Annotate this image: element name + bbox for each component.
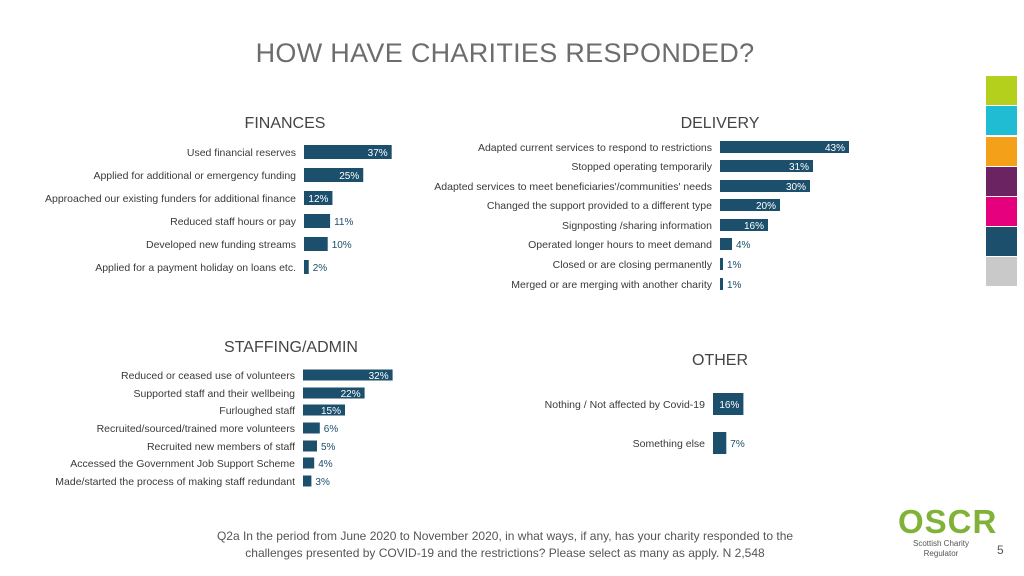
delivery-bar xyxy=(720,278,723,290)
delivery-category-label: Closed or are closing permanently xyxy=(553,259,713,271)
delivery-bar xyxy=(720,219,768,231)
staffing-value-label: 15% xyxy=(321,406,341,417)
other-value-label: 16% xyxy=(719,400,739,411)
finances-category-label: Reduced staff hours or pay xyxy=(170,216,297,228)
staffing-value-label: 4% xyxy=(318,459,333,470)
color-stripe xyxy=(986,197,1017,226)
delivery-value-label: 30% xyxy=(786,182,806,193)
delivery-category-label: Changed the support provided to a differ… xyxy=(487,200,712,212)
finances-category-label: Applied for a payment holiday on loans e… xyxy=(95,262,296,274)
staffing-value-label: 32% xyxy=(369,371,389,382)
finances-value-label: 2% xyxy=(313,263,328,274)
footnote-line-1: Q2a In the period from June 2020 to Nove… xyxy=(216,529,794,543)
logo-subtitle: Scottish Charity Regulator xyxy=(912,539,970,558)
color-stripe xyxy=(986,137,1017,166)
staffing-bar xyxy=(303,440,317,452)
finances-category-label: Approached our existing funders for addi… xyxy=(45,193,296,205)
finances-chart: Used financial reserves 37% Applied for ad… xyxy=(45,145,392,274)
finances-bar xyxy=(304,168,364,182)
other-category-label: Nothing / Not affected by Covid-19 xyxy=(545,399,705,411)
delivery-bar xyxy=(720,180,810,192)
delivery-value-label: 4% xyxy=(736,240,751,251)
footnote-line-2: challenges presented by COVID-19 and the… xyxy=(245,546,765,560)
delivery-bar xyxy=(720,258,723,270)
staffing-category-label: Reduced or ceased use of volunteers xyxy=(121,370,295,382)
delivery-chart: Adapted current services to respond to r… xyxy=(434,141,849,291)
delivery-bar xyxy=(720,199,780,211)
finances-category-label: Used financial reserves xyxy=(187,147,296,159)
staffing-category-label: Recruited/sourced/trained more volunteer… xyxy=(97,423,295,435)
staffing-value-label: 22% xyxy=(341,389,361,400)
delivery-category-label: Merged or are merging with another chari… xyxy=(511,279,713,291)
page-title: HOW HAVE CHARITIES RESPONDED? xyxy=(255,38,755,68)
staffing-bar xyxy=(303,404,345,416)
other-value-label: 7% xyxy=(730,439,745,450)
finances-panel-title: FINANCES xyxy=(244,115,326,132)
delivery-panel-title: DELIVERY xyxy=(680,115,760,132)
staffing-bar xyxy=(303,369,393,381)
staffing-value-label: 6% xyxy=(324,424,339,435)
delivery-bar xyxy=(720,238,732,250)
delivery-category-label: Stopped operating temporarily xyxy=(571,161,712,173)
other-category-label: Something else xyxy=(633,438,706,450)
delivery-value-label: 1% xyxy=(727,280,742,291)
staffing-category-label: Accessed the Government Job Support Sche… xyxy=(70,458,295,470)
finances-bar xyxy=(304,191,333,205)
color-stripe xyxy=(986,167,1017,196)
staffing-bar xyxy=(303,422,320,434)
staffing-panel-title: STAFFING/ADMIN xyxy=(224,339,358,356)
finances-value-label: 25% xyxy=(339,171,359,182)
footnote: Q2a In the period from June 2020 to Nove… xyxy=(150,528,860,562)
page-number: 5 xyxy=(997,543,1004,557)
finances-category-label: Applied for additional or emergency fund… xyxy=(93,170,296,182)
color-stripe xyxy=(986,227,1017,256)
staffing-value-label: 5% xyxy=(321,442,336,453)
delivery-value-label: 1% xyxy=(727,260,742,271)
finances-value-label: 11% xyxy=(334,217,353,228)
finances-category-label: Developed new funding streams xyxy=(146,239,296,251)
color-stripe xyxy=(986,106,1017,135)
finances-value-label: 10% xyxy=(332,240,352,251)
delivery-value-label: 16% xyxy=(744,221,764,232)
delivery-value-label: 31% xyxy=(789,162,809,173)
delivery-value-label: 43% xyxy=(825,143,845,154)
delivery-category-label: Operated longer hours to meet demand xyxy=(528,239,712,251)
staffing-category-label: Furloughed staff xyxy=(219,405,295,417)
color-stripe xyxy=(986,76,1017,105)
delivery-category-label: Adapted current services to respond to r… xyxy=(478,142,712,154)
delivery-bar xyxy=(720,141,849,153)
finances-bar xyxy=(304,145,392,159)
finances-value-label: 12% xyxy=(308,194,328,205)
delivery-category-label: Adapted services to meet beneficiaries'/… xyxy=(434,181,712,193)
staffing-chart: Reduced or ceased use of volunteers 32% Su… xyxy=(55,369,393,488)
finances-value-label: 37% xyxy=(368,148,388,159)
oscr-logo: OSCR Scottish Charity Regulator xyxy=(898,503,998,559)
other-bar xyxy=(713,432,727,454)
delivery-value-label: 20% xyxy=(756,201,776,212)
staffing-category-label: Made/started the process of making staff… xyxy=(55,476,295,488)
staffing-category-label: Supported staff and their wellbeing xyxy=(134,388,296,400)
delivery-category-label: Signposting /sharing information xyxy=(562,220,712,232)
color-stripe xyxy=(986,257,1017,286)
staffing-bar xyxy=(303,475,312,487)
delivery-bar xyxy=(720,160,813,172)
logo-wordmark: OSCR xyxy=(898,503,998,540)
other-panel-title: OTHER xyxy=(692,352,748,369)
finances-bar xyxy=(304,214,331,228)
finances-bar xyxy=(304,237,328,251)
staffing-value-label: 3% xyxy=(315,477,330,488)
staffing-category-label: Recruited new members of staff xyxy=(147,441,295,453)
other-bar xyxy=(713,393,744,415)
finances-bar xyxy=(304,260,309,274)
staffing-bar xyxy=(303,387,365,399)
other-chart: Nothing / Not affected by Covid-19 16% Som… xyxy=(545,393,745,454)
staffing-bar xyxy=(303,457,315,469)
